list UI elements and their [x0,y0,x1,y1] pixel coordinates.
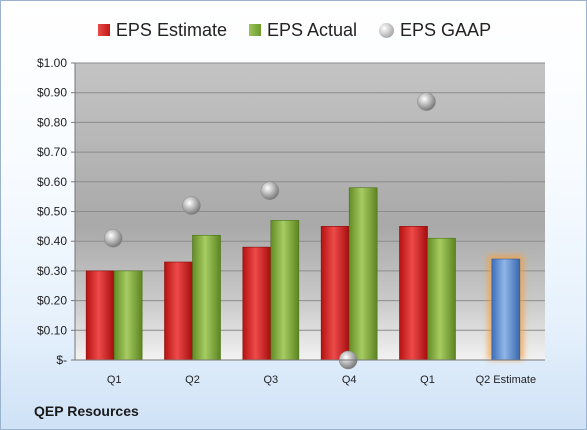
eps-gaap-dot [260,181,280,200]
eps-actual-bar [270,220,300,361]
legend-item-gaap: EPS GAAP [379,20,491,41]
estimate-swatch [97,24,110,36]
y-tick-label: $0.40 [37,234,67,248]
y-tick-label: $- [56,353,67,367]
eps-actual-bar [192,234,221,361]
eps-estimate-bar [164,261,193,361]
y-tick-label: $0.60 [37,175,67,189]
legend-label-actual: EPS Actual [266,19,358,40]
eps-gaap-dot [103,228,123,248]
y-tick-label: $0.10 [37,323,67,337]
x-tick-label: Q3 [263,374,278,386]
y-tick-label: $0.70 [37,145,67,159]
x-tick-label: Q2 Estimate [476,374,537,386]
legend: EPS Estimate EPS Actual EPS GAAP [1,15,586,45]
eps-estimate-bar [320,226,350,361]
y-tick-label: $1.00 [37,56,67,70]
y-tick-label: $0.80 [37,115,67,129]
eps-estimate-bar [399,226,428,361]
eps-actual-bar [427,237,456,361]
eps-gaap-dot [182,196,201,215]
eps-forecast-bar [491,258,521,361]
x-tick-label: Q1 [420,374,435,386]
legend-label-estimate: EPS Estimate [115,19,227,40]
actual-swatch [248,24,261,36]
y-tick-label: $0.20 [37,294,67,308]
y-tick-label: $0.90 [37,86,67,100]
legend-label-gaap: EPS GAAP [400,19,492,40]
y-tick-label: $0.30 [37,264,67,278]
eps-estimate-bar [242,246,272,361]
x-tick-label: Q4 [342,374,357,386]
eps-actual-bar [348,187,378,361]
legend-item-estimate: EPS Estimate [97,19,227,41]
eps-actual-bar [113,270,143,361]
x-tick-label: Q2 [185,374,200,386]
company-name: QEP Resources [34,403,139,419]
y-tick-label: $0.50 [37,205,67,219]
legend-item-actual: EPS Actual [248,19,358,41]
gaap-swatch [379,22,395,38]
eps-gaap-dot [417,92,436,111]
eps-estimate-bar [85,270,115,361]
x-tick-label: Q1 [107,374,122,386]
